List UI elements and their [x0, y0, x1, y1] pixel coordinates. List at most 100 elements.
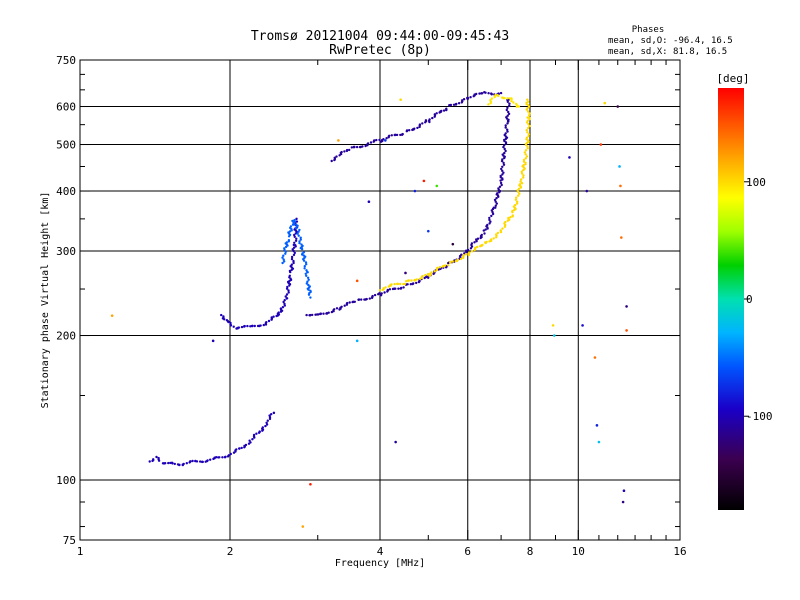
trace-point-f2-o-trace-low	[502, 161, 505, 165]
trace-point-f2-x-trace	[443, 264, 447, 267]
trace-point-f1-cusp-o-trace	[262, 323, 265, 327]
trace-point-f2-o-trace-high	[364, 144, 367, 148]
trace-point-f1-cusp-o-trace	[290, 263, 293, 266]
trace-point-f2-o-trace-low	[494, 200, 497, 203]
trace-point-f2-o-trace-high	[335, 155, 338, 158]
trace-point-f2-x-trace	[490, 238, 493, 241]
trace-point-e-layer-o-trace	[238, 447, 241, 450]
trace-point-f1-cusp-o-trace	[286, 285, 289, 289]
trace-point-f1-cusp-o-trace	[259, 324, 262, 327]
trace-point-f2-o-trace-low	[501, 169, 504, 172]
trace-point-f2-x-trace	[526, 145, 529, 148]
colorbar-label: [deg]	[716, 72, 749, 85]
trace-point-f1-cusp-x-trace	[282, 254, 285, 257]
trace-point-cusp-side-x-trace	[506, 97, 509, 100]
trace-point-f2-o-trace-low	[504, 126, 507, 129]
trace-point-f2-o-trace-low	[311, 313, 314, 317]
trace-point-f2-x-trace	[415, 278, 418, 281]
trace-point-f2-o-trace-high	[401, 132, 404, 136]
trace-point-f2-x-trace	[524, 153, 527, 156]
trace-point-f2-x-trace	[474, 246, 477, 249]
trace-point-f1-cusp-x-trace	[305, 263, 308, 266]
trace-point-f2-x-trace	[378, 289, 382, 292]
trace-point-e-layer-o-trace	[167, 461, 170, 465]
trace-point-f1-cusp-x-trace	[307, 288, 310, 291]
trace-point-f1-cusp-x-trace	[298, 228, 301, 232]
trace-point-f2-o-trace-low	[309, 313, 312, 317]
trace-point-f2-x-trace	[451, 260, 454, 263]
trace-point-e-layer-o-trace	[268, 414, 271, 417]
trace-point-f1-cusp-x-trace	[298, 241, 301, 245]
trace-point-cusp-side-x-trace	[493, 95, 496, 99]
trace-point-f2-x-trace	[410, 279, 413, 282]
trace-point-f2-o-trace-low	[502, 163, 506, 166]
trace-point-f2-o-trace-low	[488, 216, 491, 220]
trace-point-f2-x-trace	[526, 110, 530, 113]
trace-point-e-layer-o-trace	[157, 459, 161, 462]
trace-point-f2-x-trace	[517, 187, 521, 190]
trace-point-f1-cusp-x-trace	[284, 252, 287, 255]
trace-point-f2-x-trace	[405, 280, 408, 283]
trace-point-f2-x-trace	[526, 119, 529, 123]
trace-point-f2-x-trace	[527, 100, 530, 103]
trace-point-f1-cusp-o-trace	[295, 237, 298, 240]
trace-point-f1-cusp-x-trace	[281, 256, 284, 259]
trace-point-f1-cusp-o-trace	[227, 320, 230, 324]
trace-point-f2-o-trace-high	[366, 142, 370, 145]
trace-point-f2-o-trace-low	[505, 116, 508, 119]
trace-point-f1-cusp-o-trace	[293, 251, 296, 255]
trace-point-e-layer-o-trace	[201, 460, 204, 464]
trace-point-f2-o-trace-high	[405, 129, 409, 132]
trace-point-f2-o-trace-high	[388, 134, 391, 137]
trace-point-f2-o-trace-high	[394, 133, 397, 137]
trace-point-f2-o-trace-low	[357, 298, 361, 301]
trace-point-f2-x-trace	[403, 282, 406, 286]
trace-point-f1-cusp-o-trace	[285, 297, 288, 300]
trace-point-f2-o-trace-high	[435, 112, 438, 115]
trace-point-f2-o-trace-low	[499, 174, 502, 178]
trace-point-e-layer-o-trace	[182, 462, 185, 466]
trace-point-f2-x-trace	[504, 220, 507, 224]
trace-point-f2-o-trace-high	[445, 107, 448, 110]
trace-point-f1-cusp-o-trace	[265, 321, 268, 324]
trace-point-f1-cusp-o-trace	[295, 217, 298, 221]
trace-point-f1-cusp-x-trace	[283, 247, 286, 250]
trace-point-f2-o-trace-low	[506, 128, 509, 131]
trace-point-f2-o-trace-high	[340, 150, 343, 154]
scatter-point	[603, 101, 607, 105]
trace-point-f2-x-trace	[527, 122, 530, 126]
trace-point-f2-o-trace-high	[424, 119, 428, 122]
trace-point-cusp-side-x-trace	[489, 99, 492, 102]
trace-point-f1-cusp-o-trace	[291, 248, 294, 251]
trace-point-f2-o-trace-low	[406, 283, 409, 286]
phase-stats-heading: Phases	[632, 25, 665, 35]
trace-point-f2-o-trace-low	[480, 233, 483, 237]
scatter-point	[301, 525, 305, 528]
trace-point-f2-o-trace-low	[493, 198, 497, 202]
trace-point-f2-o-trace-high	[469, 96, 472, 99]
trace-point-f2-x-trace	[522, 174, 525, 177]
scatter-point	[110, 314, 114, 317]
trace-point-f2-x-trace	[527, 103, 530, 107]
trace-point-f2-o-trace-high	[355, 145, 359, 149]
trace-point-f2-x-trace	[527, 114, 531, 117]
data-points	[110, 91, 628, 528]
trace-point-f2-o-trace-low	[400, 286, 403, 290]
scatter-point	[619, 184, 622, 188]
trace-point-f1-cusp-x-trace	[307, 293, 311, 296]
trace-point-f1-cusp-x-trace	[283, 260, 286, 263]
trace-point-f2-o-trace-high	[390, 134, 393, 137]
trace-point-f2-o-trace-high	[373, 139, 376, 142]
trace-point-f2-x-trace	[524, 157, 527, 160]
trace-point-f2-x-trace	[464, 253, 468, 256]
trace-point-f1-cusp-o-trace	[292, 246, 296, 249]
scatter-point	[413, 189, 417, 193]
trace-point-f2-x-trace	[526, 98, 529, 101]
colorbar-gradient	[718, 88, 744, 510]
trace-point-cusp-side-x-trace	[497, 94, 500, 98]
trace-point-f1-cusp-x-trace	[303, 265, 306, 268]
trace-point-f2-o-trace-high	[382, 138, 385, 141]
trace-point-f1-cusp-o-trace	[288, 269, 292, 273]
trace-point-f1-cusp-x-trace	[287, 239, 291, 242]
trace-point-f2-o-trace-low	[346, 301, 349, 305]
